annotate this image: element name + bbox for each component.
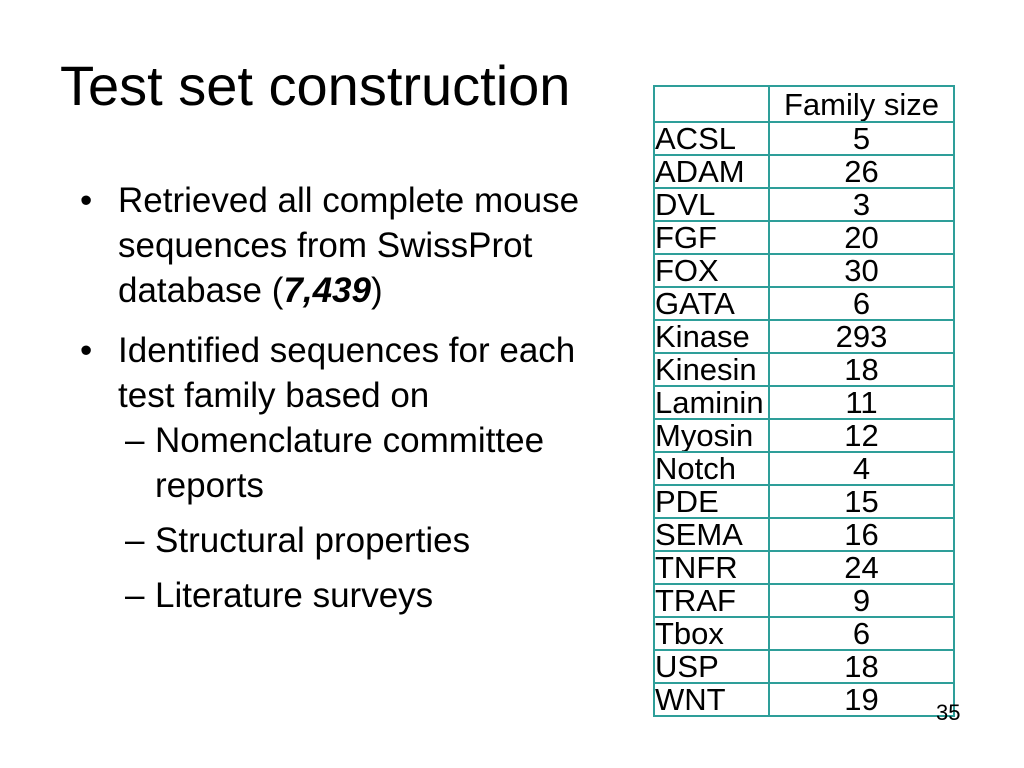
dash-icon: – — [125, 521, 145, 560]
family-size-cell: 6 — [768, 286, 955, 321]
family-size-cell: 5 — [768, 121, 955, 156]
bullet-dot-icon: • — [80, 331, 93, 370]
table-row: Laminin 11 — [653, 385, 955, 420]
bullet-text: Literature surveys — [155, 573, 640, 618]
family-name-cell: ACSL — [653, 121, 770, 156]
bullet-line: Nomenclature committee — [155, 421, 545, 460]
bullet-text: Identified sequences for each test famil… — [118, 328, 640, 418]
family-size-cell: 12 — [768, 418, 955, 453]
bullet-line: test family based on — [118, 376, 430, 415]
family-name-cell: Kinesin — [653, 352, 770, 387]
table-row: USP 18 — [653, 649, 955, 684]
family-name-cell: DVL — [653, 187, 770, 222]
bullet-line: Structural properties — [155, 521, 471, 560]
family-size-cell: 26 — [768, 154, 955, 189]
table-row: FOX 30 — [653, 253, 955, 288]
family-name-cell: SEMA — [653, 517, 770, 552]
family-size-cell: 15 — [768, 484, 955, 519]
bullet-line-text: ) — [371, 271, 383, 310]
corner-cell — [653, 85, 770, 123]
table-row: ACSL 5 — [653, 121, 955, 156]
bullet-line-text: database ( — [118, 271, 284, 310]
table-row: DVL 3 — [653, 187, 955, 222]
table-row: SEMA 16 — [653, 517, 955, 552]
table-row: GATA 6 — [653, 286, 955, 321]
slide-title: Test set construction — [60, 54, 571, 117]
family-size-cell: 16 — [768, 517, 955, 552]
table-row: PDE 15 — [653, 484, 955, 519]
sub-bullet-literature: – Literature surveys — [125, 573, 640, 618]
bullet-line: database (7,439) — [118, 268, 640, 313]
table-body: ACSL 5 ADAM 26 DVL 3 FGF 20 FOX 30 GATA 6 Kinase 293 K… — [653, 121, 955, 717]
bullet-line: sequences from SwissProt — [118, 226, 533, 265]
bullet-item-identified: • Identified sequences for each test fam… — [80, 328, 640, 418]
dash-icon: – — [125, 421, 145, 460]
table-row: TNFR 24 — [653, 550, 955, 585]
family-name-cell: TNFR — [653, 550, 770, 585]
family-name-cell: FOX — [653, 253, 770, 288]
family-size-cell: 18 — [768, 352, 955, 387]
family-size-cell: 18 — [768, 649, 955, 684]
family-size-cell: 9 — [768, 583, 955, 618]
sequence-count: 7,439 — [283, 271, 371, 310]
family-size-table: Family size ACSL 5 ADAM 26 DVL 3 FGF 20 FOX 30 GAT… — [653, 85, 955, 717]
table-row: FGF 20 — [653, 220, 955, 255]
family-size-cell: 4 — [768, 451, 955, 486]
sub-bullet-structural: – Structural properties — [125, 518, 640, 563]
bullet-line: Identified sequences for each — [118, 331, 576, 370]
family-name-cell: FGF — [653, 220, 770, 255]
table-row: Tbox 6 — [653, 616, 955, 651]
family-name-cell: Kinase — [653, 319, 770, 354]
bullet-line: Retrieved all complete mouse — [118, 181, 580, 220]
family-size-cell: 293 — [768, 319, 955, 354]
bullet-line: reports — [155, 466, 264, 505]
table-row: Kinase 293 — [653, 319, 955, 354]
family-name-cell: Tbox — [653, 616, 770, 651]
family-name-cell: TRAF — [653, 583, 770, 618]
table-header-row: Family size — [653, 85, 955, 123]
bullet-text: Structural properties — [155, 518, 640, 563]
sub-bullet-nomenclature: – Nomenclature committee reports — [125, 418, 640, 508]
family-size-cell: 30 — [768, 253, 955, 288]
family-name-cell: ADAM — [653, 154, 770, 189]
family-size-cell: 20 — [768, 220, 955, 255]
table-row: WNT 19 — [653, 682, 955, 717]
table-row: Notch 4 — [653, 451, 955, 486]
family-size-header: Family size — [768, 85, 955, 123]
family-name-cell: PDE — [653, 484, 770, 519]
bullet-list: • Retrieved all complete mouse sequences… — [80, 178, 640, 628]
family-size-cell: 6 — [768, 616, 955, 651]
table-row: Kinesin 18 — [653, 352, 955, 387]
bullet-item-retrieved: • Retrieved all complete mouse sequences… — [80, 178, 640, 313]
table-row: Myosin 12 — [653, 418, 955, 453]
bullet-text: Nomenclature committee reports — [155, 418, 640, 508]
family-size-cell: 3 — [768, 187, 955, 222]
bullet-text: Retrieved all complete mouse sequences f… — [118, 178, 640, 313]
table-row: TRAF 9 — [653, 583, 955, 618]
family-name-cell: USP — [653, 649, 770, 684]
family-size-cell: 24 — [768, 550, 955, 585]
page-number: 35 — [936, 700, 961, 725]
bullet-dot-icon: • — [80, 181, 93, 220]
family-size-cell: 19 — [768, 682, 955, 717]
family-name-cell: Myosin — [653, 418, 770, 453]
table-row: ADAM 26 — [653, 154, 955, 189]
bullet-line: Literature surveys — [155, 576, 434, 615]
family-name-cell: GATA — [653, 286, 770, 321]
family-name-cell: Notch — [653, 451, 770, 486]
family-name-cell: WNT — [653, 682, 770, 717]
family-size-cell: 11 — [768, 385, 955, 420]
dash-icon: – — [125, 576, 145, 615]
family-name-cell: Laminin — [653, 385, 770, 420]
